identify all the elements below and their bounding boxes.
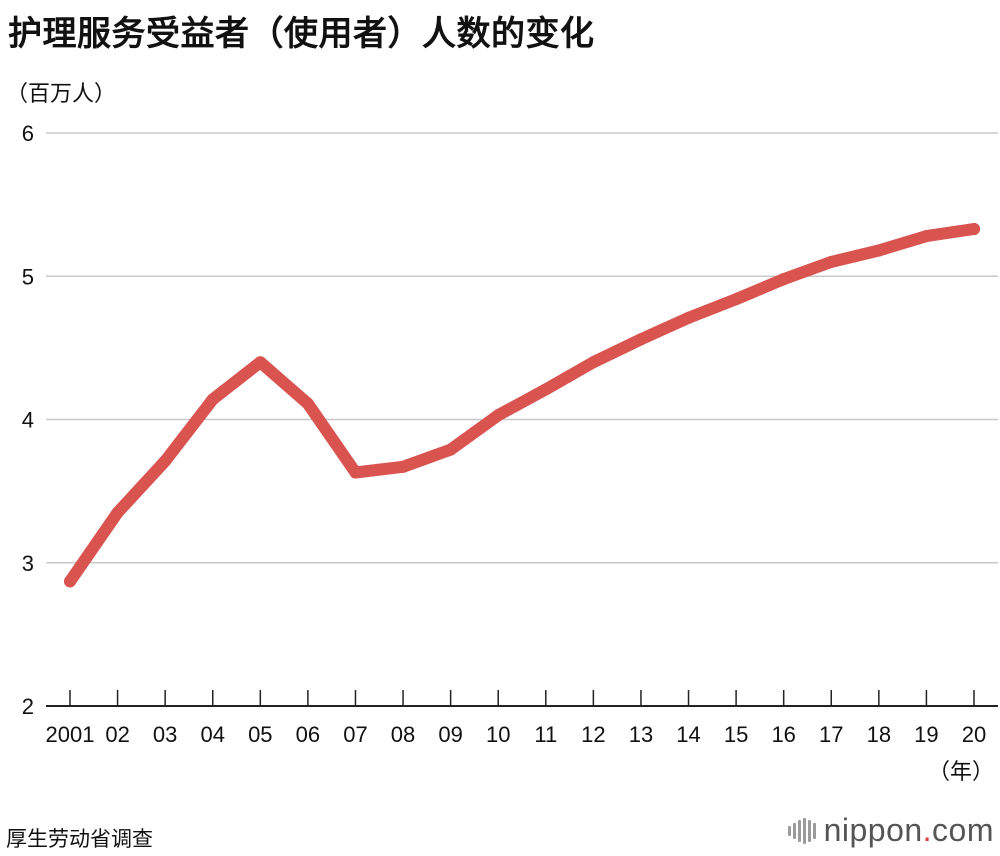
x-axis [46,690,998,707]
data-point [777,273,790,286]
chart-title: 护理服务受益者（使用者）人数的变化 [8,14,595,54]
data-point [254,356,267,369]
data-point [301,397,314,410]
x-tick-label: 07 [343,722,367,747]
data-point [682,311,695,324]
series-line [64,223,980,588]
x-tick-label: 10 [486,722,510,747]
grid-lines [46,132,998,564]
x-tick-label: 11 [534,722,557,747]
data-point [730,293,743,306]
data-point [349,466,362,479]
x-tick-label: 12 [581,722,605,747]
nippon-logo-text: nippon.com [823,812,994,848]
data-point [159,455,172,468]
x-tick-label: 09 [438,722,462,747]
nippon-logo-icon [787,817,816,844]
x-tick-label: 15 [724,722,748,747]
data-point [539,383,552,396]
x-tick-labels: 2001 02 03 04 05 06 07 08 09 10 11 12 13 14 15 16 17 18 19… [46,722,987,747]
y-tick-label: 5 [22,264,34,289]
x-tick-label: 05 [248,722,272,747]
y-tick-label: 2 [22,694,34,719]
x-tick-label: 02 [105,722,129,747]
x-tick-label: 17 [819,722,843,747]
data-point [64,575,76,588]
source-note: 厚生劳动省调查 [6,827,153,851]
data-point [206,393,219,406]
data-point [111,506,124,519]
data-point [444,443,457,456]
y-tick-label: 6 [22,121,34,146]
data-point [968,222,980,235]
data-point [492,409,505,422]
nippon-logo: nippon.com [787,812,994,849]
y-axis-unit-label: （百万人） [6,82,117,107]
data-point [825,255,838,268]
x-tick-label: 18 [867,722,891,747]
y-tick-label: 4 [22,408,34,433]
x-tick-label: 03 [153,722,177,747]
data-point [587,356,600,369]
x-tick-label: 20 [962,722,986,747]
x-tick-label: 19 [914,722,938,747]
x-tick-label: 13 [629,722,653,747]
x-axis-unit-label: （年） [927,760,994,785]
data-point [634,333,647,346]
data-point [920,230,933,243]
data-point [397,460,410,473]
x-tick-label: 08 [391,722,415,747]
x-tick-label: 14 [676,722,700,747]
y-tick-labels: 2 3 4 5 6 [22,121,34,719]
x-tick-label: 06 [296,722,320,747]
x-tick-label: 04 [200,722,224,747]
y-tick-label: 3 [22,551,34,576]
x-tick-label: 16 [771,722,795,747]
data-point [872,244,885,257]
series-layer [64,222,980,588]
x-tick-label: 2001 [46,722,95,747]
